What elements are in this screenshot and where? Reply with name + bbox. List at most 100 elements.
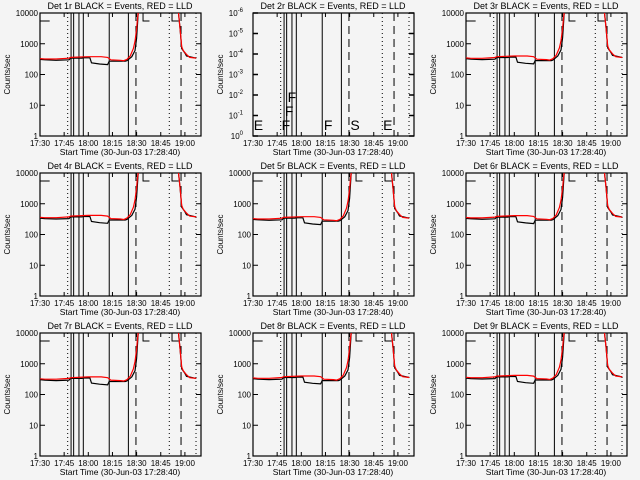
x-tick-label: 18:30 bbox=[553, 459, 574, 468]
y-tick-label: 10 bbox=[455, 101, 464, 110]
series-lld-line bbox=[39, 12, 139, 62]
x-tick-label: 18:45 bbox=[577, 139, 598, 148]
y-tick-base: 10 bbox=[229, 91, 238, 100]
series-lld-line bbox=[39, 332, 139, 382]
x-axis-label: Start Time (30-Jun-03 17:28:40) bbox=[273, 307, 394, 317]
x-tick-label: 17:45 bbox=[267, 299, 288, 308]
event-letter: E bbox=[383, 117, 392, 133]
saturation-bracket bbox=[171, 333, 179, 342]
x-tick-label: 19:00 bbox=[175, 459, 196, 468]
y-tick-label: 10000 bbox=[16, 169, 39, 178]
saturation-bracket bbox=[568, 13, 576, 22]
x-axis-label: Start Time (30-Jun-03 17:28:40) bbox=[60, 147, 181, 157]
x-tick-label: 18:15 bbox=[102, 299, 123, 308]
x-tick-label: 19:00 bbox=[601, 299, 622, 308]
series-lld-line bbox=[603, 12, 623, 59]
x-tick-label: 18:30 bbox=[553, 139, 574, 148]
saturation-bracket bbox=[597, 173, 605, 182]
x-tick-label: 18:45 bbox=[151, 139, 172, 148]
x-tick-label: 17:45 bbox=[267, 139, 288, 148]
panel-det-7: Det 7r BLACK = Events, RED = LLD 17:30 17:… bbox=[3, 321, 202, 477]
panel-title: Det 6r BLACK = Events, RED = LLD bbox=[473, 161, 619, 171]
series-lld-line bbox=[390, 332, 410, 379]
x-tick-label: 18:45 bbox=[364, 139, 385, 148]
panel-det-8: Det 8r BLACK = Events, RED = LLD 17:30 17:… bbox=[216, 321, 415, 477]
panel-det-5: Det 5r BLACK = Events, RED = LLD 17:30 17:… bbox=[216, 161, 415, 317]
y-tick-label: 1 bbox=[460, 452, 465, 461]
panel-det-3: Det 3r BLACK = Events, RED = LLD 17:30 17:… bbox=[429, 1, 628, 157]
y-tick-label: 10 bbox=[455, 421, 464, 430]
x-tick-label: 18:15 bbox=[315, 299, 336, 308]
y-tick-label: 10 bbox=[242, 261, 251, 270]
x-tick-label: 18:00 bbox=[291, 139, 312, 148]
x-tick-label: 18:30 bbox=[127, 299, 148, 308]
x-tick-label: 18:00 bbox=[504, 139, 525, 148]
x-tick-label: 18:00 bbox=[78, 139, 99, 148]
series-lld-line bbox=[252, 172, 352, 222]
saturation-bracket bbox=[568, 173, 576, 182]
y-axis-label: Counts/sec bbox=[216, 374, 225, 414]
y-tick-label: 10000 bbox=[442, 9, 465, 18]
x-tick-label: 17:30 bbox=[30, 299, 51, 308]
plot-frame bbox=[465, 332, 628, 457]
series-events-line bbox=[465, 172, 565, 225]
y-tick-label: 10000 bbox=[442, 329, 465, 338]
x-tick-label: 18:30 bbox=[127, 139, 148, 148]
y-tick-label: 1000 bbox=[20, 40, 38, 49]
y-tick-label: 1 bbox=[247, 452, 252, 461]
saturation-bracket bbox=[39, 13, 50, 22]
panel-title: Det 9r BLACK = Events, RED = LLD bbox=[473, 321, 619, 331]
x-tick-label: 18:00 bbox=[291, 299, 312, 308]
plot-frame bbox=[39, 172, 202, 297]
x-axis-label: Start Time (30-Jun-03 17:28:40) bbox=[486, 147, 607, 157]
panel-det-1: Det 1r BLACK = Events, RED = LLD 17:30 17:… bbox=[3, 1, 202, 157]
panel-title: Det 1r BLACK = Events, RED = LLD bbox=[47, 1, 193, 11]
y-axis-label: Counts/sec bbox=[429, 214, 438, 254]
x-tick-label: 18:15 bbox=[528, 459, 549, 468]
x-tick-label: 17:30 bbox=[456, 139, 477, 148]
series-events-line bbox=[252, 172, 352, 226]
x-tick-label: 18:00 bbox=[291, 459, 312, 468]
y-tick-label: 100 bbox=[451, 231, 465, 240]
y-tick-label: 1000 bbox=[20, 360, 38, 369]
saturation-bracket bbox=[142, 173, 150, 182]
x-tick-label: 17:45 bbox=[480, 139, 501, 148]
saturation-bracket bbox=[465, 173, 476, 182]
x-tick-label: 18:15 bbox=[102, 139, 123, 148]
y-axis-label: Counts/sec bbox=[3, 214, 12, 254]
x-tick-label: 18:30 bbox=[340, 459, 361, 468]
y-axis-label: Counts/sec bbox=[3, 374, 12, 414]
x-tick-label: 18:15 bbox=[315, 139, 336, 148]
saturation-bracket bbox=[384, 173, 392, 182]
y-tick-exponent: -5 bbox=[238, 29, 244, 35]
y-tick-label: 10000 bbox=[16, 9, 39, 18]
y-tick-label: 100 bbox=[25, 231, 39, 240]
plot-frame bbox=[39, 12, 202, 137]
series-events-line bbox=[465, 12, 565, 65]
series-lld-line bbox=[465, 332, 565, 381]
saturation-bracket bbox=[142, 13, 150, 22]
saturation-bracket bbox=[171, 173, 179, 182]
y-tick-label: 10-4 bbox=[229, 49, 244, 59]
x-tick-label: 18:45 bbox=[151, 459, 172, 468]
series-lld-line bbox=[39, 172, 139, 221]
y-tick-base: 10 bbox=[229, 71, 238, 80]
plot-frame bbox=[39, 332, 202, 457]
y-tick-label: 1000 bbox=[233, 360, 251, 369]
x-tick-label: 18:45 bbox=[364, 299, 385, 308]
x-tick-label: 17:45 bbox=[480, 459, 501, 468]
series-lld-line bbox=[465, 172, 565, 221]
x-tick-label: 18:15 bbox=[528, 299, 549, 308]
plot-frame bbox=[465, 172, 628, 297]
x-axis-label: Start Time (30-Jun-03 17:28:40) bbox=[60, 467, 181, 477]
y-axis-label: Counts/sec bbox=[3, 54, 12, 94]
series-lld-line bbox=[603, 332, 623, 378]
y-axis-label: Counts/sec bbox=[216, 54, 225, 94]
panel-title: Det 3r BLACK = Events, RED = LLD bbox=[473, 1, 619, 11]
y-tick-label: 10000 bbox=[16, 329, 39, 338]
plot-frame bbox=[252, 172, 415, 297]
series-lld-line bbox=[252, 332, 352, 381]
event-letter: E bbox=[254, 117, 263, 133]
panel-title: Det 2r BLACK = Events, RED = LLD bbox=[260, 1, 406, 11]
